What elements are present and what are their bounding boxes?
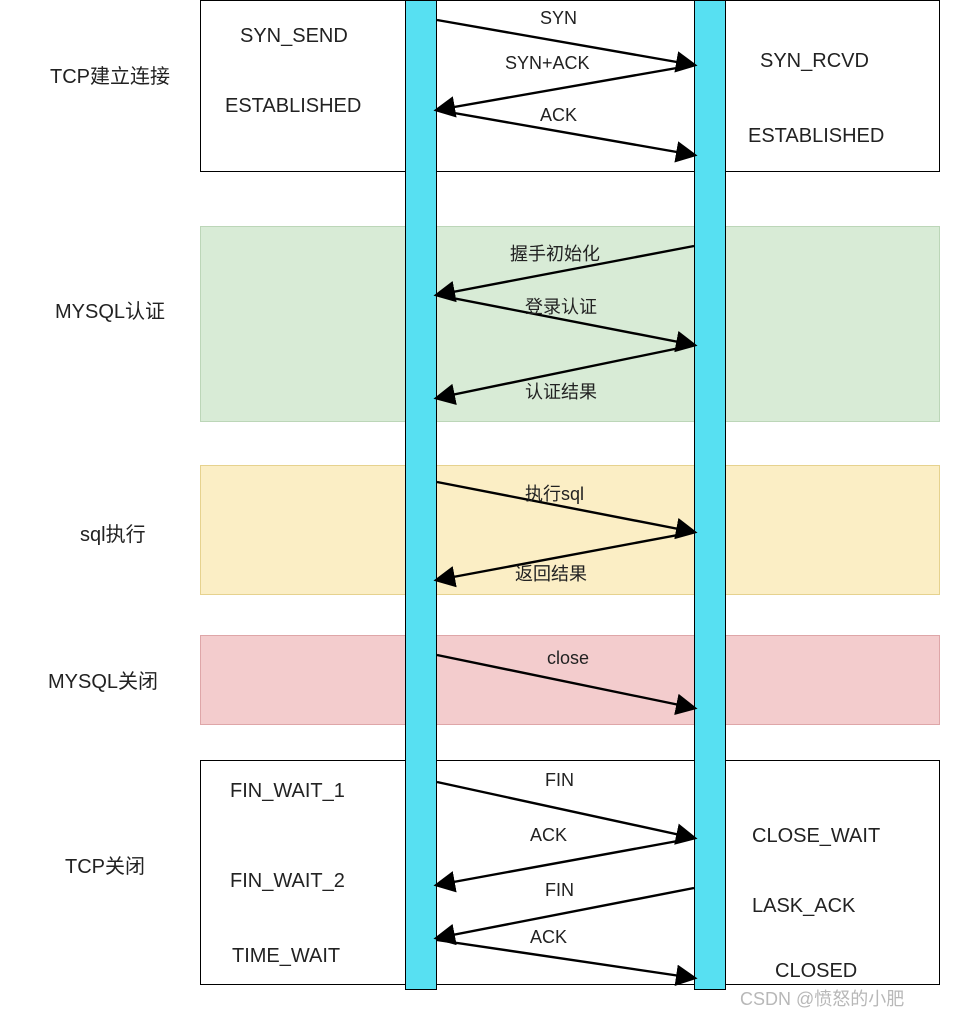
- lifeline-server: [694, 0, 726, 990]
- msg-syn_ack: SYN+ACK: [505, 53, 590, 74]
- server-state-syn-rcvd: SYN_RCVD: [760, 50, 869, 73]
- lifeline-client: [405, 0, 437, 990]
- msg-fin2: FIN: [545, 880, 574, 901]
- server-state-close-wait: CLOSE_WAIT: [752, 825, 880, 848]
- section-label-tcp-close: TCP关闭: [65, 850, 145, 879]
- msg-close: close: [547, 648, 589, 669]
- section-label-tcp-connect: TCP建立连接: [50, 60, 170, 89]
- client-state-fin-wait-2: FIN_WAIT_2: [230, 870, 345, 893]
- section-label-sql-exec: sql执行: [80, 518, 146, 547]
- server-state-closed: CLOSED: [775, 960, 857, 983]
- client-state-syn-send: SYN_SEND: [240, 25, 348, 48]
- msg-result: 返回结果: [515, 560, 587, 586]
- msg-syn: SYN: [540, 8, 577, 29]
- client-state-fin-wait-1: FIN_WAIT_1: [230, 780, 345, 803]
- msg-ack1: ACK: [540, 105, 577, 126]
- server-state-lask-ack: LASK_ACK: [752, 895, 855, 918]
- client-state-established: ESTABLISHED: [225, 95, 361, 118]
- msg-handshake: 握手初始化: [510, 240, 600, 266]
- msg-fin1: FIN: [545, 770, 574, 791]
- msg-ack2: ACK: [530, 825, 567, 846]
- msg-ack3: ACK: [530, 927, 567, 948]
- watermark: CSDN @愤怒的小肥: [740, 985, 904, 1009]
- server-state-established: ESTABLISHED: [748, 125, 884, 148]
- msg-login: 登录认证: [525, 293, 597, 319]
- msg-auth_result: 认证结果: [525, 378, 597, 404]
- client-state-time-wait: TIME_WAIT: [232, 945, 340, 968]
- msg-exec_sql: 执行sql: [525, 480, 584, 506]
- section-label-mysql-auth: MYSQL认证: [55, 295, 165, 324]
- section-label-mysql-close: MYSQL关闭: [48, 665, 158, 694]
